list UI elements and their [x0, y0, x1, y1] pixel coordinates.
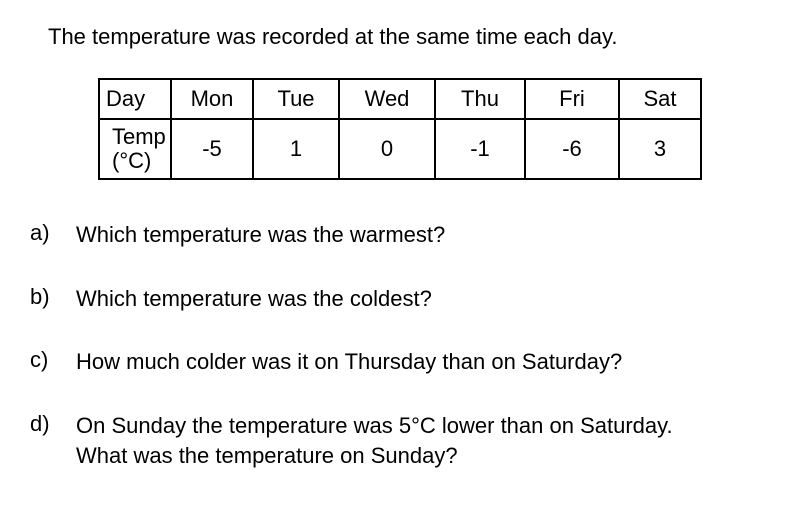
temp-cell: 3 [619, 119, 701, 179]
question-body: Which temperature was the coldest? [76, 284, 770, 314]
col-header: Wed [339, 79, 435, 119]
table-header-row: Day Mon Tue Wed Thu Fri Sat [99, 79, 701, 119]
temp-label-line1: Temp [112, 125, 166, 149]
row-label-inner: Temp (°C) [106, 120, 170, 178]
col-header: Mon [171, 79, 253, 119]
question-label: c) [30, 347, 76, 377]
col-header: Tue [253, 79, 339, 119]
question-label: a) [30, 220, 76, 250]
question-b: b) Which temperature was the coldest? [30, 284, 770, 314]
header-label-day: Day [99, 79, 171, 119]
temp-cell: 1 [253, 119, 339, 179]
question-label: b) [30, 284, 76, 314]
question-line: Which temperature was the coldest? [76, 286, 432, 311]
question-d: d) On Sunday the temperature was 5°C low… [30, 411, 770, 470]
question-c: c) How much colder was it on Thursday th… [30, 347, 770, 377]
temp-cell: -5 [171, 119, 253, 179]
temperature-table: Day Mon Tue Wed Thu Fri Sat Temp (°C) -5… [98, 78, 702, 180]
col-header: Fri [525, 79, 619, 119]
question-line: On Sunday the temperature was 5°C lower … [76, 413, 673, 438]
col-header: Thu [435, 79, 525, 119]
row-label-temp: Temp (°C) [99, 119, 171, 179]
question-a: a) Which temperature was the warmest? [30, 220, 770, 250]
table-value-row: Temp (°C) -5 1 0 -1 -6 3 [99, 119, 701, 179]
question-line: How much colder was it on Thursday than … [76, 349, 622, 374]
question-body: On Sunday the temperature was 5°C lower … [76, 411, 770, 470]
question-body: How much colder was it on Thursday than … [76, 347, 770, 377]
temp-cell: -1 [435, 119, 525, 179]
question-line: What was the temperature on Sunday? [76, 443, 458, 468]
questions-list: a) Which temperature was the warmest? b)… [30, 220, 770, 470]
temp-label-line2: (°C) [112, 149, 151, 173]
question-label: d) [30, 411, 76, 470]
question-body: Which temperature was the warmest? [76, 220, 770, 250]
question-line: Which temperature was the warmest? [76, 222, 445, 247]
intro-text: The temperature was recorded at the same… [48, 24, 770, 50]
temperature-table-wrap: Day Mon Tue Wed Thu Fri Sat Temp (°C) -5… [30, 78, 770, 180]
worksheet-page: The temperature was recorded at the same… [0, 0, 800, 490]
col-header: Sat [619, 79, 701, 119]
temp-cell: -6 [525, 119, 619, 179]
temp-cell: 0 [339, 119, 435, 179]
